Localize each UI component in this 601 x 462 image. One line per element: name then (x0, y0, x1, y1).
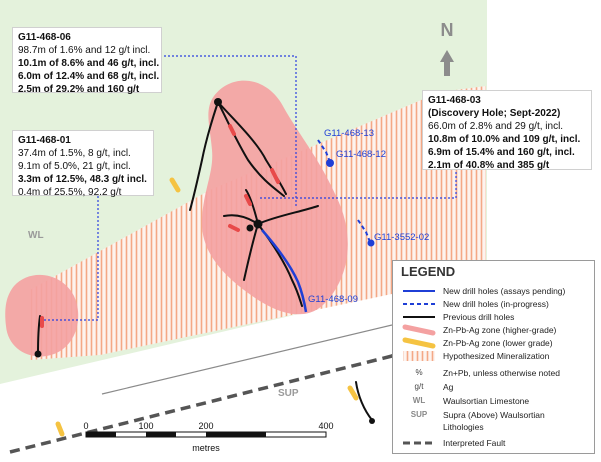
scale-tick-400: 400 (318, 421, 333, 431)
callout-line: 3.3m of 12.5%, 48.3 g/t incl. (18, 174, 147, 185)
callout-line: 2.5m of 29.2% and 160 g/t (18, 84, 140, 95)
legend-abbr: SUP (410, 410, 428, 419)
legend-item-percent: % Zn+Pb, unless otherwise noted (393, 367, 593, 379)
previous-hole-line-icon (403, 316, 435, 318)
scale-bar: 0 100 200 400 metres (83, 421, 333, 453)
legend-label: Zn+Pb, unless otherwise noted (443, 368, 560, 378)
callout-title: G11-468-01 (18, 135, 71, 146)
hole-label-g11-468-09: G11-468-09 (308, 294, 358, 305)
north-label: N (441, 20, 454, 40)
fault-dashed-icon (403, 441, 435, 445)
scale-unit: metres (192, 443, 220, 453)
callout-line: 9.1m of 5.0%, 21 g/t, incl. (18, 161, 131, 172)
legend-item-zone-low: Zn-Pb-Ag zone (lower grade) (393, 337, 593, 349)
hole-label-g11-468-13: G11-468-13 (324, 128, 374, 139)
zone-low-grade-mark (55, 421, 65, 437)
previous-drill-holes (37, 101, 373, 421)
sup-boundary (101, 324, 393, 395)
legend-label: Lithologies (443, 422, 484, 432)
callout-line: 0.4m of 25.5%, 92.2 g/t (18, 187, 122, 198)
legend-title: LEGEND (401, 264, 456, 279)
legend-abbr: % (415, 368, 423, 377)
legend-item-new-holes: New drill holes (assays pending) (393, 285, 593, 297)
callout-subtitle: (Discovery Hole; Sept-2022) (428, 108, 561, 119)
callout-line: 6.0m of 12.4% and 68 g/t, incl. (18, 71, 160, 82)
callout-line: 98.7m of 1.6% and 12 g/t incl. (18, 45, 151, 56)
hole-label-g11-3552-02: G11-3552-02 (374, 232, 429, 243)
legend: LEGEND New drill holes (assays pending) … (392, 260, 595, 454)
legend-label: Zn-Pb-Ag zone (lower grade) (443, 338, 553, 348)
legend-item-previous-holes: Previous drill holes (393, 311, 593, 323)
new-drill-hole-g11-468-12 (317, 139, 331, 163)
collar-g11-468-12 (326, 159, 334, 167)
zone-high-grade-west (5, 274, 79, 357)
legend-abbr: g/t (414, 382, 424, 391)
legend-item-zone-high: Zn-Pb-Ag zone (higher-grade) (393, 324, 593, 336)
legend-item-sup: SUP Supra (Above) Waulsortian (393, 409, 593, 421)
callout-line: 10.8m of 10.0% and 109 g/t, incl. (428, 134, 581, 145)
hole-label-g11-468-12: G11-468-12 (336, 149, 386, 160)
legend-item-fault: Interpreted Fault (393, 437, 593, 449)
callout-g11-468-03: G11-468-03 (Discovery Hole; Sept-2022) 6… (422, 90, 592, 171)
zone-low-grade-mark (169, 177, 181, 193)
legend-item-wl: WL Waulsortian Limestone (393, 395, 593, 407)
callout-line: 6.9m of 15.4% and 160 g/t, incl. (428, 147, 575, 158)
north-arrow: N (440, 20, 454, 76)
zone-high-grade-icon (402, 324, 436, 336)
legend-label: New drill holes (assays pending) (443, 286, 566, 296)
legend-label: Supra (Above) Waulsortian (443, 410, 545, 420)
interpreted-fault (9, 354, 393, 454)
legend-label: Zn-Pb-Ag zone (higher-grade) (443, 325, 557, 335)
legend-item-sup-cont: Lithologies (393, 421, 593, 433)
collar-g11-3552-02 (367, 239, 375, 247)
zone-high-grade-main (201, 80, 348, 315)
new-hole-line-icon (403, 290, 435, 292)
callout-title: G11-468-03 (428, 95, 481, 106)
legend-label: Previous drill holes (443, 312, 515, 322)
callout-g11-468-01: G11-468-01 37.4m of 1.5%, 8 g/t, incl. 9… (12, 130, 154, 198)
sup-label: SUP (278, 388, 299, 399)
legend-item-new-holes-progress: New drill holes (in-progress) (393, 298, 593, 310)
legend-label: Waulsortian Limestone (443, 396, 530, 406)
legend-abbr: WL (412, 396, 426, 405)
zone-low-grade-icon (402, 337, 436, 349)
scale-tick-100: 100 (138, 421, 153, 431)
legend-label: Hypothesized Mineralization (443, 351, 550, 361)
legend-item-gt: g/t Ag (393, 381, 593, 393)
new-drill-hole-g11-3552-02 (357, 219, 371, 243)
legend-item-hypothesized: Hypothesized Mineralization (393, 350, 593, 362)
wl-label: WL (28, 230, 44, 241)
scale-tick-200: 200 (198, 421, 213, 431)
new-drill-hole-g11-468-09 (261, 229, 308, 313)
grade-intervals (40, 124, 280, 328)
callout-leaders (44, 55, 457, 321)
callout-line: 2.1m of 40.8% and 385 g/t (428, 160, 550, 171)
callout-line: 10.1m of 8.6% and 46 g/t, incl. (18, 58, 160, 69)
new-hole-dashed-icon (403, 303, 435, 305)
legend-label: New drill holes (in-progress) (443, 299, 549, 309)
hypothesized-stripe-icon (403, 351, 435, 361)
collar-points (34, 98, 375, 424)
scale-tick-0: 0 (83, 421, 88, 431)
legend-label: Interpreted Fault (443, 438, 506, 448)
callout-g11-468-06: G11-468-06 98.7m of 1.6% and 12 g/t incl… (12, 27, 162, 95)
callout-line: 37.4m of 1.5%, 8 g/t, incl. (18, 148, 131, 159)
zone-low-grade-mark (347, 385, 359, 401)
callout-line: 66.0m of 2.8% and 29 g/t, incl. (428, 121, 564, 132)
callout-title: G11-468-06 (18, 32, 71, 43)
legend-label: Ag (443, 382, 454, 392)
